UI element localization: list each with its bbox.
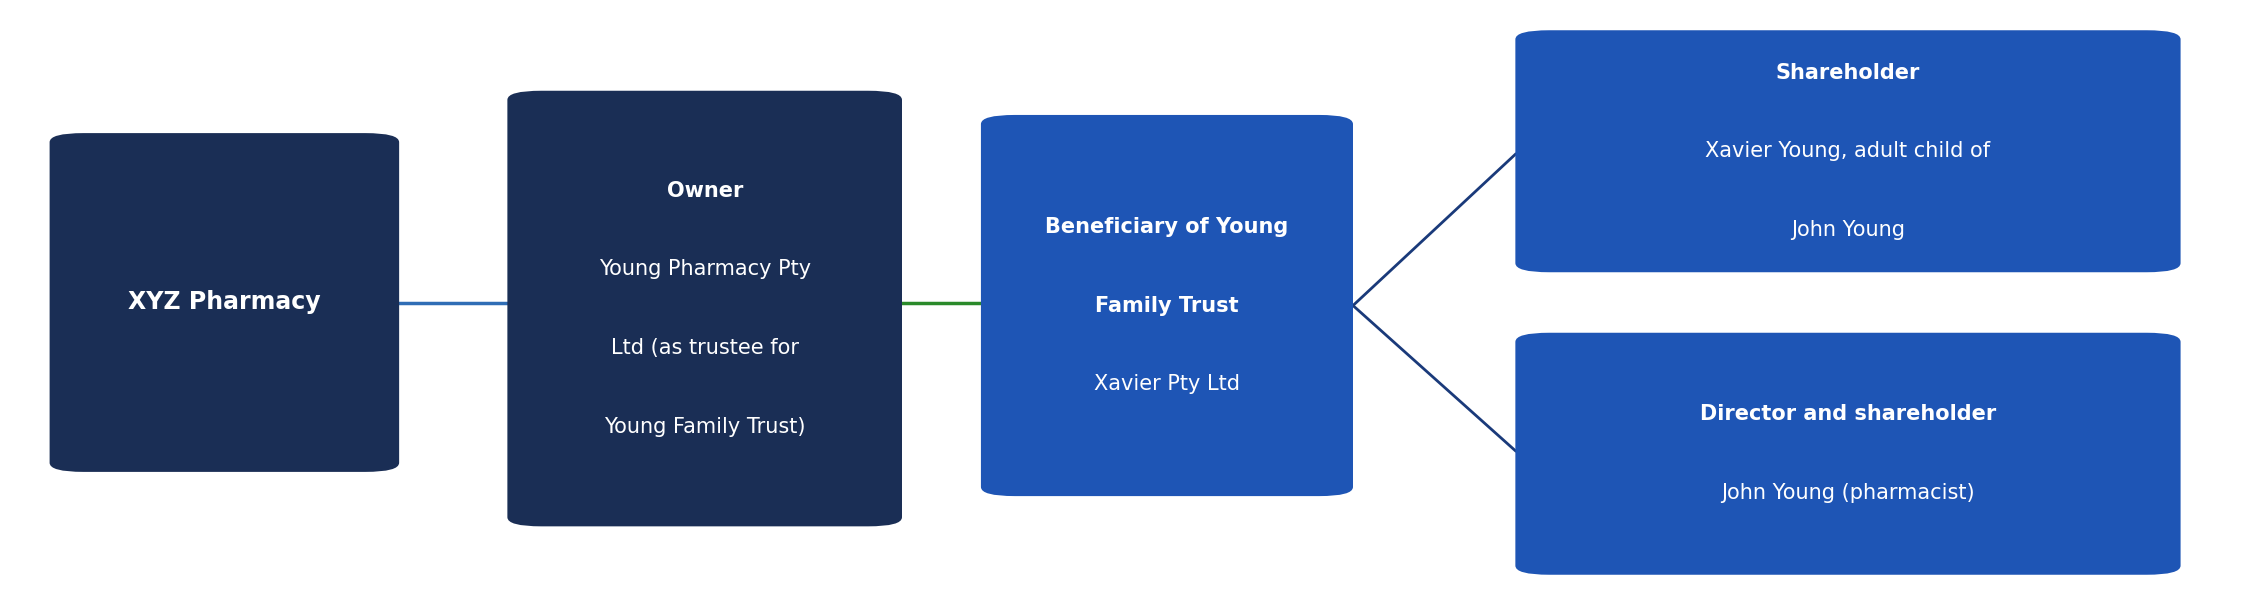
FancyBboxPatch shape xyxy=(981,115,1353,496)
Text: XYZ Pharmacy: XYZ Pharmacy xyxy=(129,290,320,315)
Text: Xavier Pty Ltd: Xavier Pty Ltd xyxy=(1094,374,1240,394)
Text: Ltd (as trustee for: Ltd (as trustee for xyxy=(611,338,798,358)
Text: Young Family Trust): Young Family Trust) xyxy=(604,416,805,437)
Text: Young Pharmacy Pty: Young Pharmacy Pty xyxy=(598,259,812,280)
FancyBboxPatch shape xyxy=(507,91,902,526)
Text: John Young: John Young xyxy=(1790,220,1905,240)
Text: Owner: Owner xyxy=(667,180,742,201)
Text: Xavier Young, adult child of: Xavier Young, adult child of xyxy=(1705,141,1991,162)
Text: Director and shareholder: Director and shareholder xyxy=(1700,404,1996,425)
Text: Beneficiary of Young: Beneficiary of Young xyxy=(1046,217,1288,237)
Text: Shareholder: Shareholder xyxy=(1775,62,1921,83)
FancyBboxPatch shape xyxy=(1515,333,2181,575)
Text: Family Trust: Family Trust xyxy=(1096,295,1238,316)
FancyBboxPatch shape xyxy=(1515,30,2181,272)
FancyBboxPatch shape xyxy=(50,133,399,472)
Text: John Young (pharmacist): John Young (pharmacist) xyxy=(1721,483,1975,503)
